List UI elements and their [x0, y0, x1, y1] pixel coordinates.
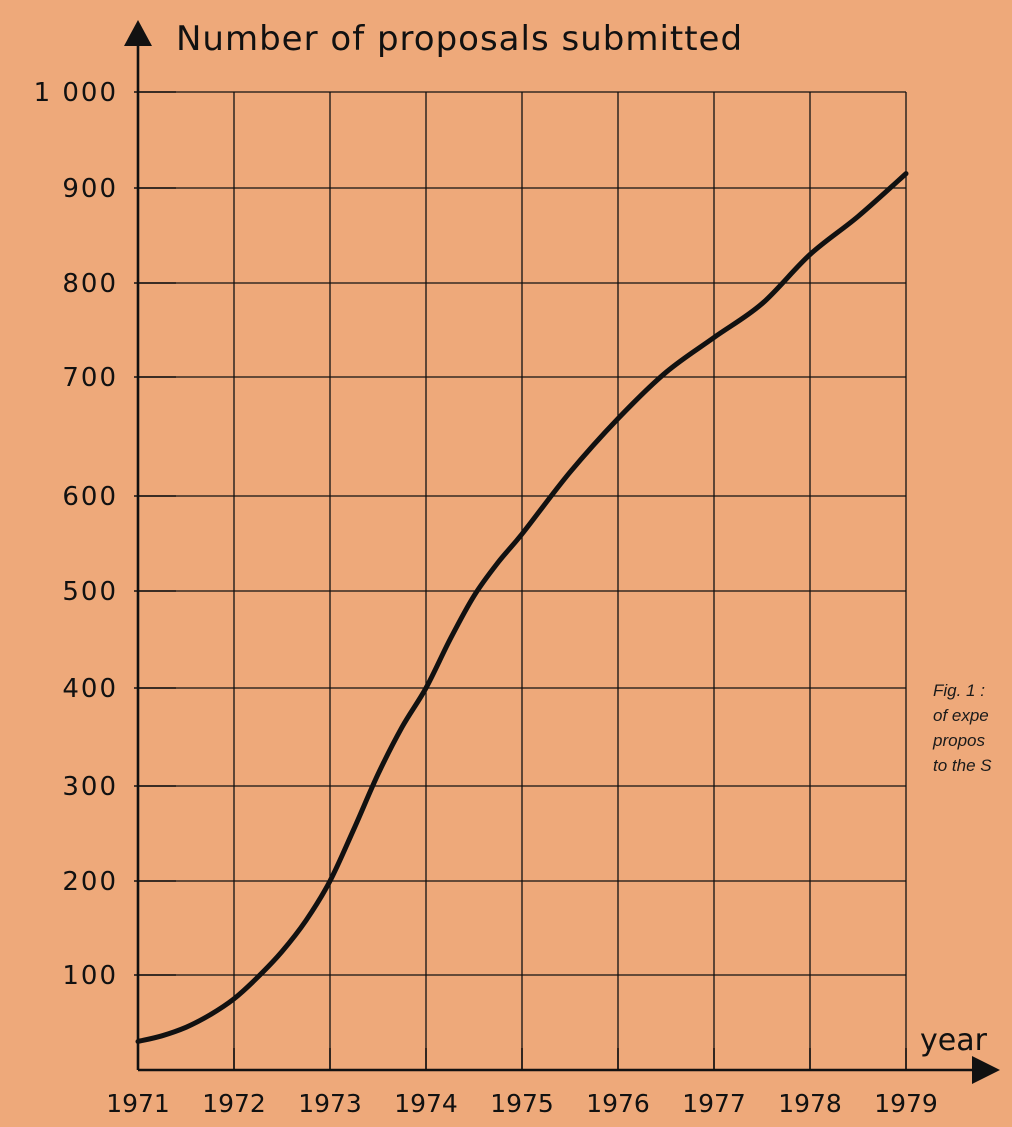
y-tick-label: 100: [62, 961, 118, 991]
x-tick-label: 1971: [106, 1089, 170, 1118]
x-tick-label: 1979: [874, 1089, 938, 1118]
x-tick-label: 1973: [298, 1089, 362, 1118]
x-tick-label: 1972: [202, 1089, 266, 1118]
y-tick-label: 500: [62, 577, 118, 607]
y-tick-label: 700: [62, 363, 118, 393]
y-tick-label: 200: [62, 867, 118, 897]
caption-line-3: propos: [932, 731, 985, 750]
y-axis-label: Number of proposals submitted: [176, 19, 743, 59]
y-axis-ticks: 100 200 300 400 500 600 700 800 900 1 000: [34, 78, 176, 991]
figure-caption: Fig. 1 : of expe propos to the S: [932, 681, 992, 775]
x-tick-label: 1977: [682, 1089, 746, 1118]
grid: [138, 91, 907, 1070]
axes: [124, 20, 1000, 1084]
caption-line-4: to the S: [933, 756, 992, 775]
x-tick-label: 1974: [394, 1089, 458, 1118]
y-tick-label: 400: [62, 674, 118, 704]
x-tick-label: 1975: [490, 1089, 554, 1118]
y-tick-label: 800: [62, 269, 118, 299]
caption-line-1: Fig. 1 :: [933, 681, 985, 700]
y-axis-arrow-icon: [124, 20, 152, 46]
y-tick-label: 1 000: [34, 78, 118, 108]
y-tick-label: 900: [62, 174, 118, 204]
x-tick-label: 1976: [586, 1089, 650, 1118]
x-axis-ticks: 1971 1972 1973 1974 1975 1976 1977 1978 1979: [106, 1048, 938, 1118]
x-axis-arrow-icon: [972, 1056, 1000, 1084]
series-line: [135, 171, 909, 1044]
y-tick-label: 300: [62, 772, 118, 802]
y-tick-label: 600: [62, 482, 118, 512]
caption-line-2: of expe: [933, 706, 989, 725]
series: [135, 171, 909, 1044]
x-axis-label: year: [920, 1023, 988, 1058]
x-tick-label: 1978: [778, 1089, 842, 1118]
